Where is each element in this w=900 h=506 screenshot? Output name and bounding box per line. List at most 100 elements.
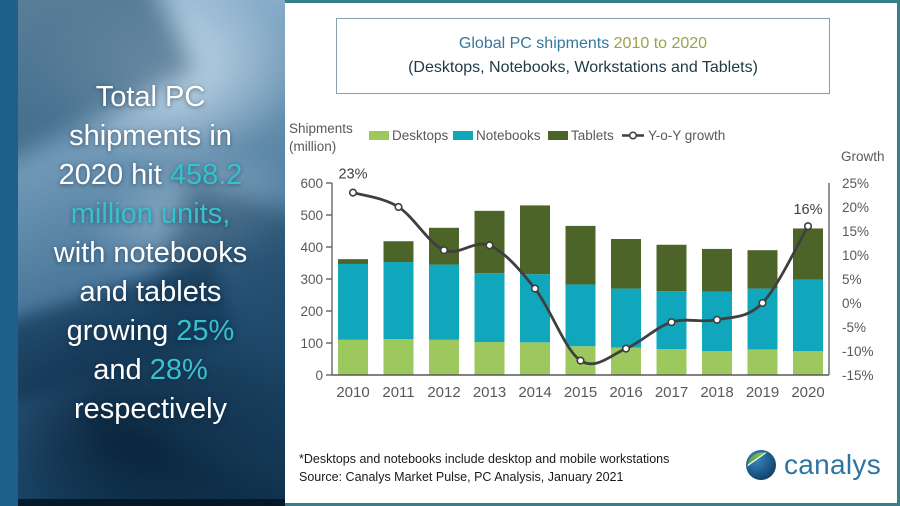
canalys-wordmark: canalys bbox=[783, 449, 881, 480]
svg-text:Desktops: Desktops bbox=[392, 128, 449, 143]
data-point-marker bbox=[576, 356, 585, 365]
sidebar-accent-strip bbox=[0, 0, 18, 506]
data-point-marker bbox=[348, 188, 358, 197]
svg-text:5%: 5% bbox=[842, 272, 862, 287]
svg-text:2016: 2016 bbox=[609, 384, 642, 401]
bar-segment bbox=[383, 241, 414, 263]
svg-text:0%: 0% bbox=[842, 296, 862, 311]
headline-line: shipments in bbox=[69, 120, 232, 152]
bar-segment bbox=[611, 288, 641, 348]
x-axis: 2010 2011 2012 2013 2014 2015 2016 2017 2018 2019… bbox=[332, 374, 829, 401]
svg-text:600: 600 bbox=[300, 176, 323, 191]
legend: Desktops Notebooks Tablets Y-o-Y growth bbox=[369, 128, 725, 143]
svg-text:400: 400 bbox=[300, 240, 323, 255]
chart-title: Global PC shipments 2010 to 2020 bbox=[337, 32, 829, 56]
title-box: Global PC shipments 2010 to 2020 (Deskto… bbox=[336, 18, 830, 94]
bar-segment bbox=[656, 244, 687, 292]
bar-segment bbox=[383, 339, 414, 375]
svg-text:2020: 2020 bbox=[791, 384, 824, 401]
data-point-marker bbox=[803, 222, 813, 231]
data-point-marker bbox=[667, 318, 676, 327]
svg-text:-10%: -10% bbox=[842, 344, 874, 359]
svg-text:Tablets: Tablets bbox=[571, 128, 614, 143]
svg-text:Y-o-Y growth: Y-o-Y growth bbox=[648, 128, 725, 143]
svg-text:(million): (million) bbox=[289, 139, 336, 154]
svg-text:Growth: Growth bbox=[841, 149, 885, 164]
stacked-bars bbox=[338, 205, 823, 375]
bar-segment bbox=[520, 274, 550, 343]
svg-text:0: 0 bbox=[315, 368, 323, 383]
sidebar-bottom-band bbox=[0, 499, 285, 506]
pc-shipments-chart: Desktops Notebooks Tablets Y-o-Y growthShip… bbox=[289, 121, 885, 401]
svg-text:300: 300 bbox=[300, 272, 323, 287]
svg-text:20%: 20% bbox=[842, 200, 869, 215]
svg-text:25%: 25% bbox=[842, 176, 869, 191]
svg-text:2017: 2017 bbox=[655, 384, 688, 401]
headline-line: 2020 hit 458.2 bbox=[58, 159, 243, 191]
headline-text: Total PC shipments in 2020 hit 458.2 millio… bbox=[20, 78, 281, 429]
svg-text:-15%: -15% bbox=[842, 368, 874, 383]
footnote: *Desktops and notebooks include desktop … bbox=[299, 450, 669, 486]
headline-line: Total PC bbox=[95, 81, 206, 113]
data-point-marker bbox=[394, 202, 403, 212]
canalys-globe-icon bbox=[745, 450, 776, 480]
svg-text:2013: 2013 bbox=[473, 384, 506, 401]
annotation-2010: 23% bbox=[338, 167, 367, 183]
bar-segment bbox=[793, 228, 823, 280]
headline-line: respectively bbox=[73, 393, 228, 425]
chart-area: Desktops Notebooks Tablets Y-o-Y growth Ship… bbox=[285, 95, 898, 425]
axis-titles: Shipments (million) Growth bbox=[289, 121, 885, 164]
bar-segment bbox=[565, 284, 596, 347]
headline-line: and tablets bbox=[79, 276, 222, 308]
legend-item-notebooks: Notebooks bbox=[453, 128, 541, 143]
data-point-marker bbox=[712, 315, 722, 324]
svg-text:-5%: -5% bbox=[842, 320, 866, 335]
sidebar: Total PC shipments in 2020 hit 458.2 millio… bbox=[0, 0, 285, 506]
right-axis: 25% 20% 15% 10% 5% 0% -5% -10% -15% bbox=[828, 176, 874, 383]
legend-item-y-o-y-growth: Y-o-Y growth bbox=[622, 128, 725, 143]
chart-panel: Global PC shipments 2010 to 2020 (Deskto… bbox=[285, 0, 900, 506]
svg-text:2014: 2014 bbox=[518, 384, 551, 401]
svg-text:2019: 2019 bbox=[746, 384, 779, 401]
bar-segment bbox=[747, 288, 778, 350]
chart-subtitle: (Desktops, Notebooks, Workstations and T… bbox=[408, 59, 758, 76]
footnote-source: Source: Canalys Market Pulse, PC Analysi… bbox=[299, 470, 624, 484]
bar-segment bbox=[338, 259, 368, 264]
svg-text:500: 500 bbox=[300, 208, 323, 223]
annotation-2020: 16% bbox=[793, 202, 822, 218]
left-axis: 600 500 400 300 200 100 0 bbox=[300, 176, 333, 383]
data-point-marker bbox=[530, 284, 540, 293]
data-point-marker bbox=[758, 298, 767, 308]
bar-segment bbox=[429, 264, 459, 340]
data-point-marker bbox=[485, 241, 494, 250]
svg-text:Shipments: Shipments bbox=[289, 121, 353, 136]
data-point-marker bbox=[439, 246, 449, 255]
bar-segment bbox=[429, 339, 459, 375]
bar-segment bbox=[520, 342, 550, 375]
bar-segment bbox=[338, 339, 368, 375]
svg-text:2010: 2010 bbox=[336, 384, 369, 401]
svg-text:2015: 2015 bbox=[564, 384, 597, 401]
bar-segment bbox=[383, 262, 414, 340]
annotations: 23% 16% bbox=[338, 167, 822, 219]
footnote-workstations: *Desktops and notebooks include desktop … bbox=[299, 452, 670, 466]
bar-segment bbox=[702, 351, 732, 375]
svg-text:100: 100 bbox=[300, 336, 323, 351]
data-point-marker bbox=[621, 344, 631, 353]
svg-text:2012: 2012 bbox=[427, 384, 460, 401]
headline-line: growing 25% bbox=[66, 315, 235, 347]
svg-text:Notebooks: Notebooks bbox=[476, 128, 541, 143]
bar-segment bbox=[747, 250, 778, 289]
bar-segment bbox=[520, 205, 550, 275]
bar-segment bbox=[793, 279, 823, 351]
bar-segment bbox=[611, 239, 641, 289]
headline-line: and 28% bbox=[93, 354, 208, 386]
svg-text:15%: 15% bbox=[842, 224, 869, 239]
bar-segment bbox=[793, 351, 823, 375]
bar-segment bbox=[656, 349, 687, 375]
svg-text:2018: 2018 bbox=[700, 384, 733, 401]
canalys-logo: canalys bbox=[745, 449, 881, 481]
legend-item-desktops: Desktops bbox=[369, 128, 449, 143]
chart-title-main: Global PC shipments bbox=[458, 35, 614, 52]
